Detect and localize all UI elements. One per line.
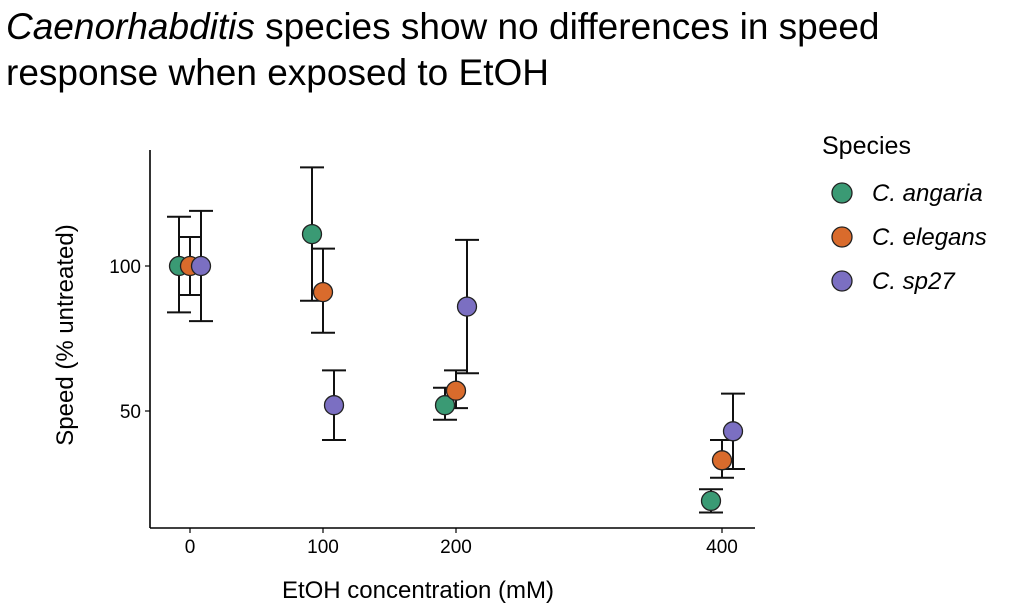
- legend-label-c-elegans: C. elegans: [872, 224, 987, 251]
- chart-title-rest: species show no differences in speed res…: [6, 6, 880, 93]
- point-c-sp27-0: [190, 255, 212, 277]
- y-tick-label-50: 50: [120, 402, 141, 423]
- data-points: [168, 223, 744, 512]
- x-tick-label-100: 100: [307, 537, 339, 558]
- point-c-elegans-100: [312, 281, 334, 303]
- x-axis-title: EtOH concentration (mM): [282, 577, 554, 604]
- chart-title-italic: Caenorhabditis: [6, 6, 255, 47]
- point-c-sp27-400: [722, 421, 744, 442]
- point-c-angaria-400: [700, 490, 722, 512]
- x-tick-label-400: 400: [706, 537, 738, 558]
- point-c-sp27-200: [456, 296, 478, 317]
- ticks: 0 100 200 400 50 100: [109, 257, 738, 558]
- legend-key-c-elegans: [831, 226, 853, 248]
- x-tick-label-0: 0: [185, 537, 196, 558]
- point-c-sp27-100: [323, 395, 345, 416]
- chart-title: Caenorhabditis species show no differenc…: [6, 4, 1016, 96]
- point-c-elegans-200: [445, 380, 467, 401]
- legend-key-c-sp27: [831, 270, 853, 292]
- error-bars: [167, 166, 745, 514]
- legend: Species C. angaria C. elegans C. sp27: [822, 132, 987, 295]
- axes: [149, 150, 755, 529]
- legend-label-c-angaria: C. angaria: [872, 180, 983, 207]
- y-axis-title: Speed (% untreated): [52, 224, 79, 445]
- y-tick-label-100: 100: [109, 257, 141, 278]
- x-tick-label-200: 200: [440, 537, 472, 558]
- point-c-elegans-400: [711, 450, 733, 471]
- point-c-angaria-200: [434, 395, 456, 416]
- legend-label-c-sp27: C. sp27: [872, 268, 956, 295]
- legend-title: Species: [822, 132, 911, 160]
- point-c-angaria-100: [301, 223, 323, 245]
- legend-key-c-angaria: [831, 182, 853, 204]
